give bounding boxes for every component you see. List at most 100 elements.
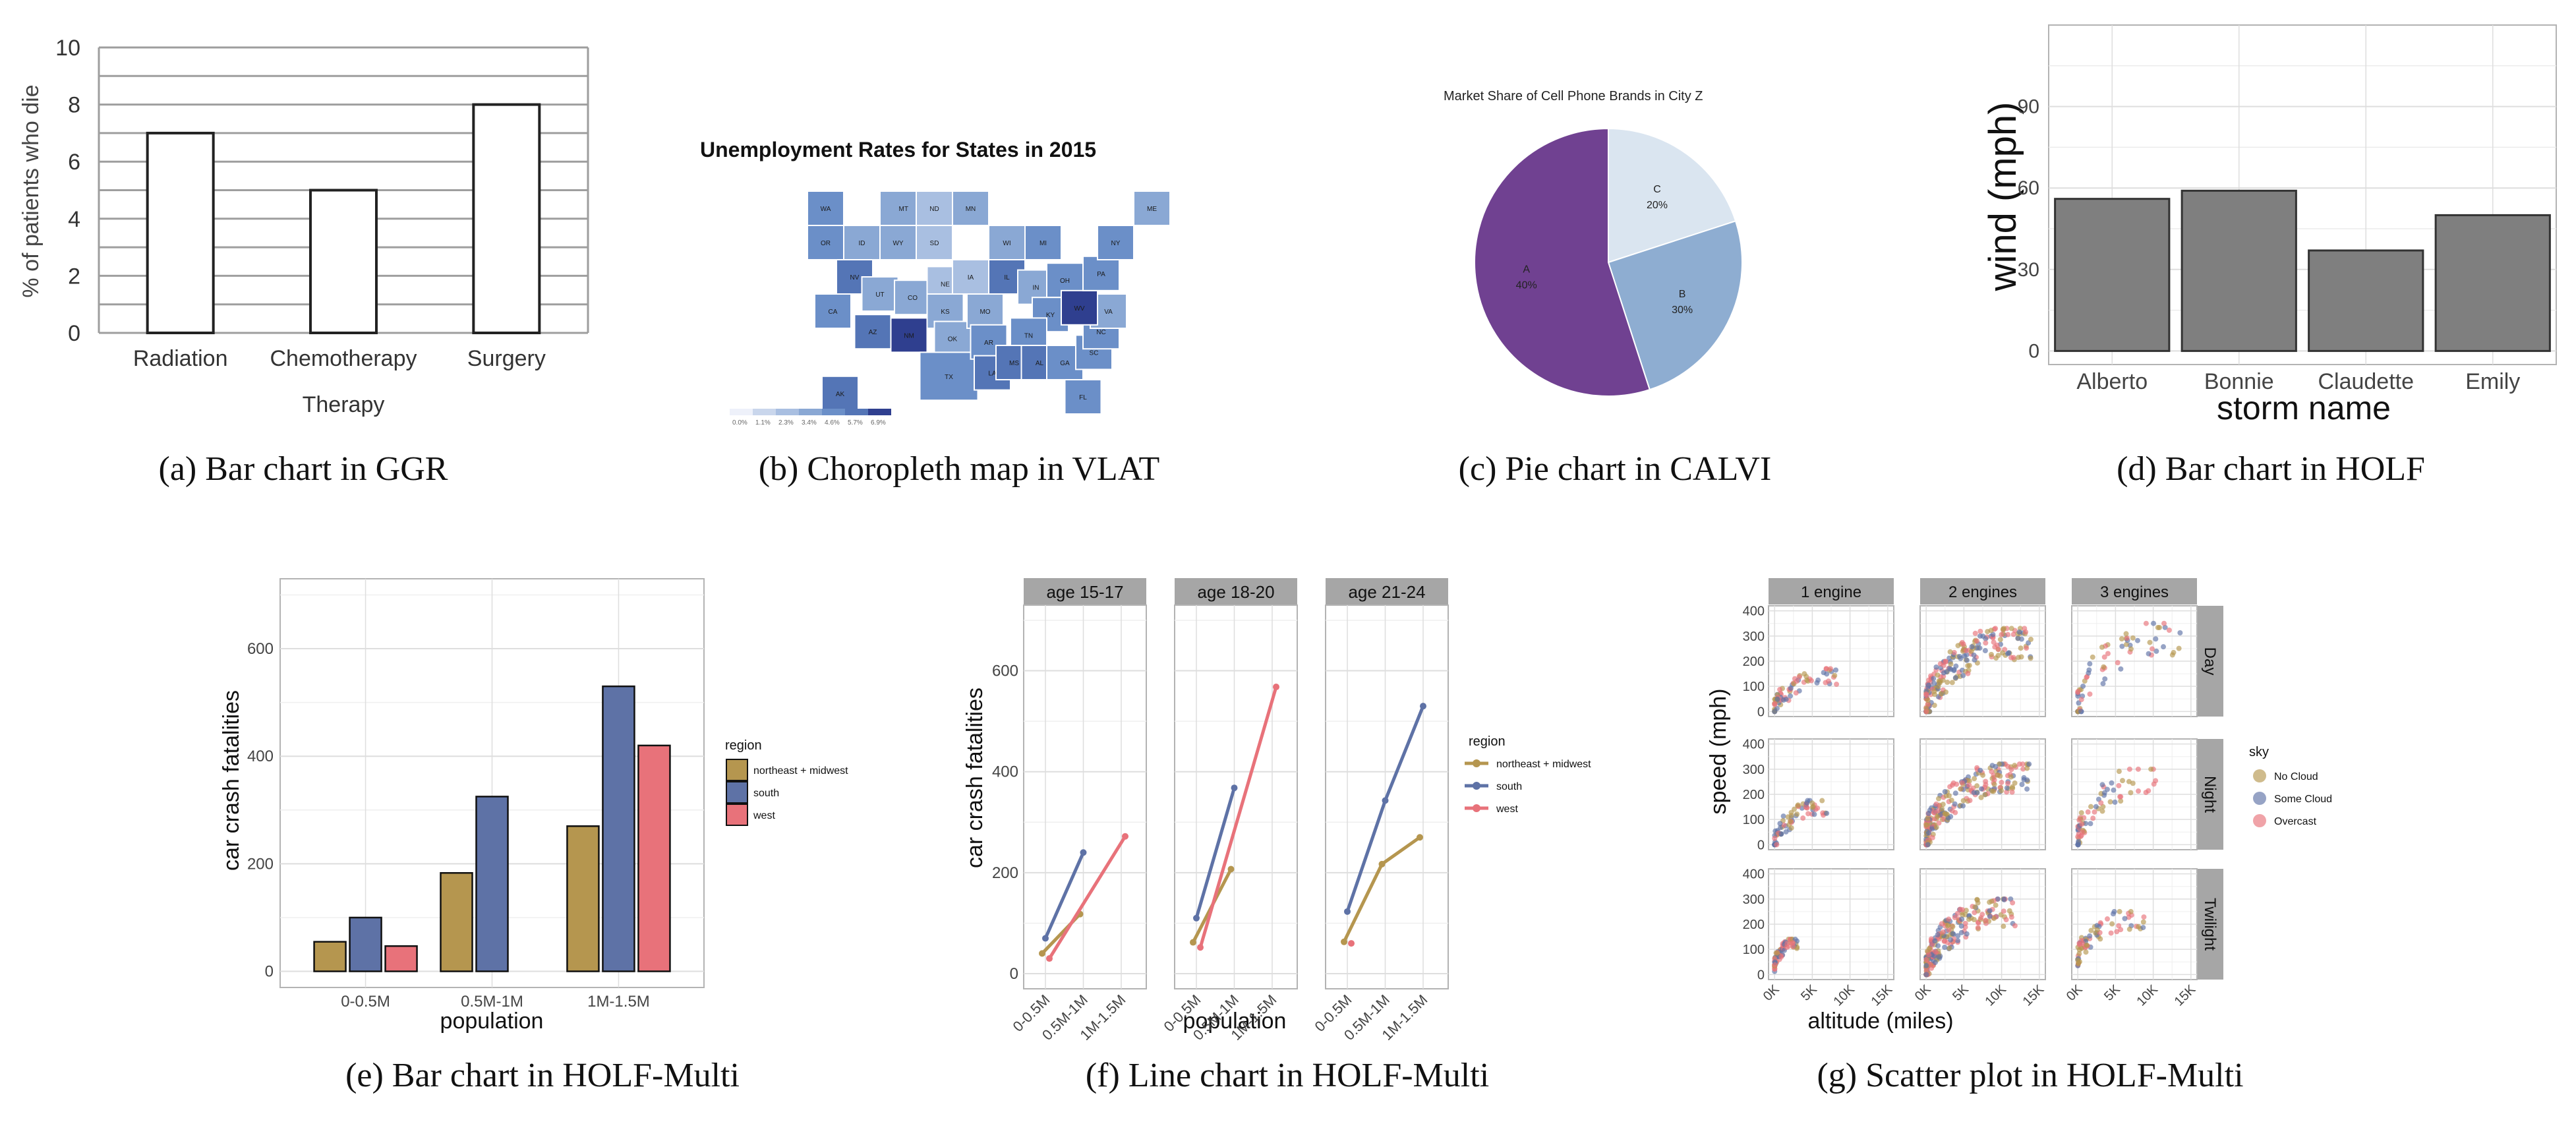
state-label: TX <box>945 374 953 381</box>
data-point <box>1787 818 1793 824</box>
data-point <box>1999 650 2005 656</box>
state-label: AK <box>836 391 845 398</box>
state-label: AZ <box>869 329 877 336</box>
data-point <box>1993 626 1999 632</box>
data-point <box>1796 674 1802 680</box>
data-point <box>1989 769 1995 775</box>
data-point <box>1923 822 1929 828</box>
data-point <box>2001 924 2006 929</box>
x-tick-label: 1M-1.5M <box>587 993 650 1011</box>
data-point <box>2088 927 2094 933</box>
state-label: VA <box>1104 309 1113 316</box>
data-point <box>1965 662 1971 668</box>
y-tick-label: 0 <box>68 321 80 346</box>
data-point <box>1792 806 1798 812</box>
data-point <box>2115 660 2121 666</box>
data-point <box>1956 653 1962 659</box>
pie-value-label: 20% <box>1647 200 1668 211</box>
chart-e-legend-title: region <box>725 738 762 753</box>
state-fl <box>1064 379 1102 415</box>
legend-swatch <box>753 409 776 415</box>
state-co <box>894 279 931 316</box>
bar-south <box>349 916 382 972</box>
data-point <box>2093 804 2099 809</box>
data-point <box>1784 944 1790 950</box>
data-point <box>2148 766 2154 772</box>
state-label: CO <box>908 295 918 302</box>
y-tick-label: 90 <box>2018 96 2039 118</box>
data-point <box>2005 632 2011 637</box>
state-label: MI <box>1039 240 1047 247</box>
data-point <box>2090 654 2095 660</box>
chart-b-choropleth: Unemployment Rates for States in 2015 WA… <box>700 138 1171 426</box>
data-point <box>2079 821 2085 827</box>
data-point <box>1955 937 1961 943</box>
legend-label: 6.9% <box>871 419 886 426</box>
bar-claudette <box>2308 249 2424 352</box>
data-point <box>2112 799 2118 805</box>
data-point <box>2076 951 2082 956</box>
chart-d-bar-holf: wind (mph) storm name 0 30 60 90 Alberto Bonn… <box>1981 24 2557 426</box>
legend-label: Overcast <box>2274 816 2317 827</box>
data-point <box>1987 908 1993 914</box>
legend-label: 3.4% <box>802 419 817 426</box>
data-point <box>2010 655 2016 661</box>
facet-label-col: 3 engines <box>2100 583 2169 601</box>
data-point <box>1972 910 1977 916</box>
bar-bonnie <box>2181 189 2297 352</box>
data-point <box>1966 916 1972 922</box>
legend-swatch <box>726 804 748 826</box>
data-point <box>2122 916 2128 922</box>
state-ca <box>814 293 852 329</box>
y-tick-label: 0 <box>265 963 274 981</box>
state-wv <box>1061 289 1098 326</box>
x-tick-label: 0K <box>1761 982 1782 1004</box>
data-point <box>2151 620 2157 626</box>
data-point <box>2141 914 2147 920</box>
legend-swatch <box>776 409 799 415</box>
y-tick-label: 100 <box>1743 943 1765 957</box>
data-point <box>1772 701 1778 707</box>
state-label: NC <box>1096 329 1105 336</box>
facet-label-row: Day <box>2201 647 2219 676</box>
state-label: MT <box>899 206 908 213</box>
data-point <box>2075 834 2081 840</box>
data-point <box>2166 628 2172 633</box>
data-point <box>2087 691 2093 697</box>
plot-panel <box>1174 604 1298 989</box>
data-point <box>1960 803 1966 809</box>
data-point <box>2105 916 2111 922</box>
data-point <box>1926 952 1932 958</box>
data-point <box>1943 659 1948 664</box>
data-point <box>1794 678 1800 684</box>
data-point <box>2123 641 2129 647</box>
caption-b: (b) Choropleth map in VLAT <box>759 450 1160 488</box>
y-tick-label: 30 <box>2018 259 2039 281</box>
data-point <box>2090 815 2096 821</box>
data-point <box>1940 802 1946 808</box>
data-point <box>1824 810 1830 816</box>
y-tick-label: 0 <box>1757 838 1765 852</box>
state-label: SD <box>930 240 939 247</box>
data-point <box>2102 676 2108 682</box>
pie-slice-b <box>1607 220 1743 391</box>
state-label: IA <box>968 274 974 281</box>
x-tick-label: 0-0.5M <box>341 993 390 1011</box>
data-point <box>2012 923 2018 929</box>
data-point <box>1962 920 1968 926</box>
data-point <box>1943 811 1949 817</box>
chart-c-pie: Market Share of Cell Phone Brands in Cit… <box>1444 89 1743 397</box>
x-tick-label: Chemotherapy <box>270 346 417 371</box>
state-label: ND <box>929 206 939 213</box>
data-point <box>1039 950 1045 957</box>
state-nd <box>916 191 953 226</box>
data-point <box>1935 813 1941 819</box>
data-point <box>1983 782 1989 788</box>
data-point <box>2016 629 2022 635</box>
data-point <box>2001 908 2006 914</box>
y-tick-label: 300 <box>1743 893 1765 907</box>
data-point <box>2075 688 2081 694</box>
data-point <box>1974 897 1980 903</box>
data-point <box>1997 773 2003 779</box>
legend-label: west <box>1496 804 1518 815</box>
